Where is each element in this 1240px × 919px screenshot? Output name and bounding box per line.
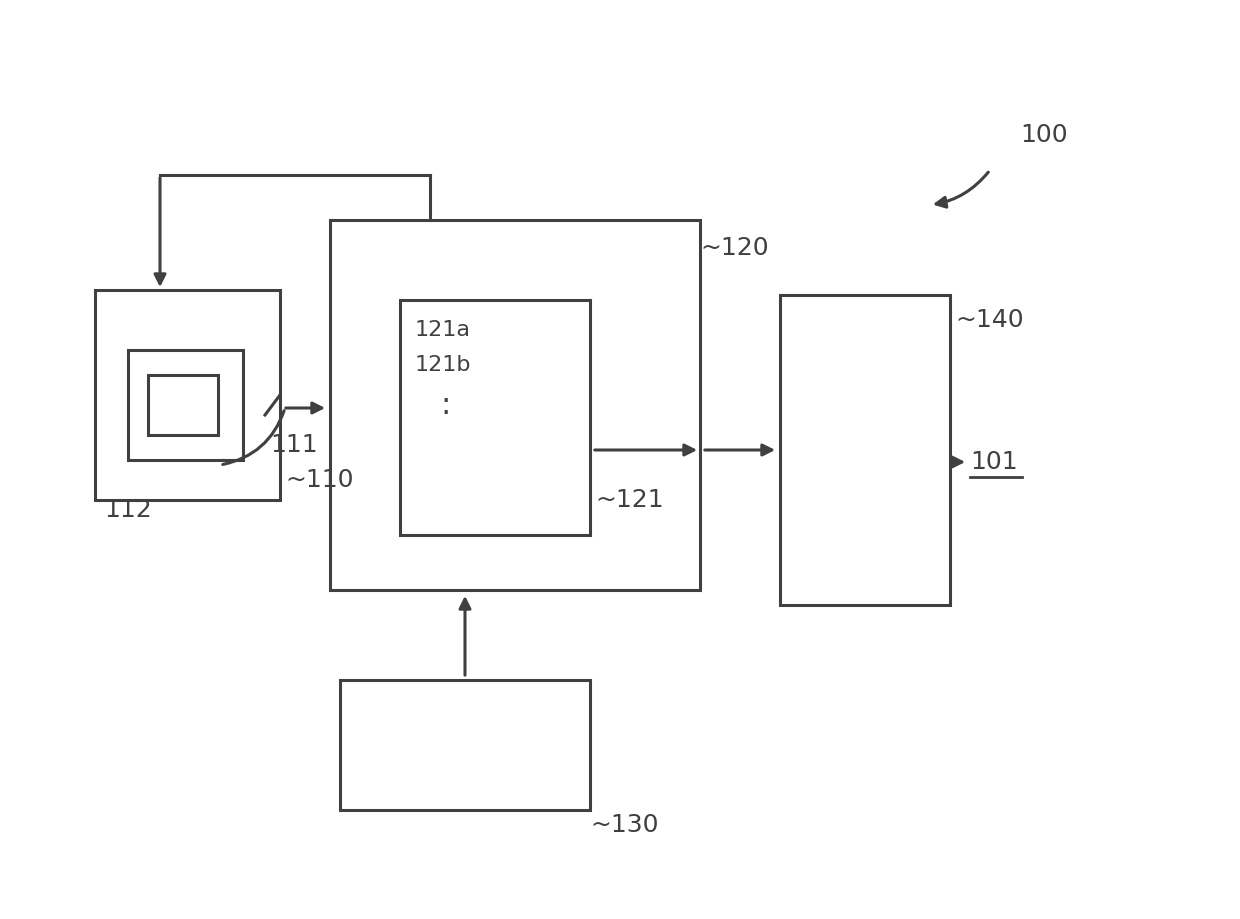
Text: 121b: 121b — [415, 355, 471, 375]
Bar — [148, 375, 218, 435]
Text: ~121: ~121 — [595, 488, 663, 512]
Text: 101: 101 — [970, 450, 1018, 474]
Text: ~140: ~140 — [955, 308, 1024, 332]
Bar — [780, 295, 950, 605]
Text: ~120: ~120 — [701, 236, 769, 260]
Text: 111: 111 — [270, 433, 317, 457]
Bar — [340, 680, 590, 810]
Text: ~130: ~130 — [590, 813, 658, 837]
Text: 121a: 121a — [415, 320, 471, 340]
Text: :: : — [440, 391, 450, 419]
Text: 112: 112 — [104, 498, 151, 522]
Bar — [128, 350, 243, 460]
Text: ~110: ~110 — [285, 468, 353, 492]
Bar — [330, 220, 701, 590]
Text: 100: 100 — [1021, 123, 1068, 147]
Bar — [401, 300, 590, 535]
Bar — [95, 290, 280, 500]
